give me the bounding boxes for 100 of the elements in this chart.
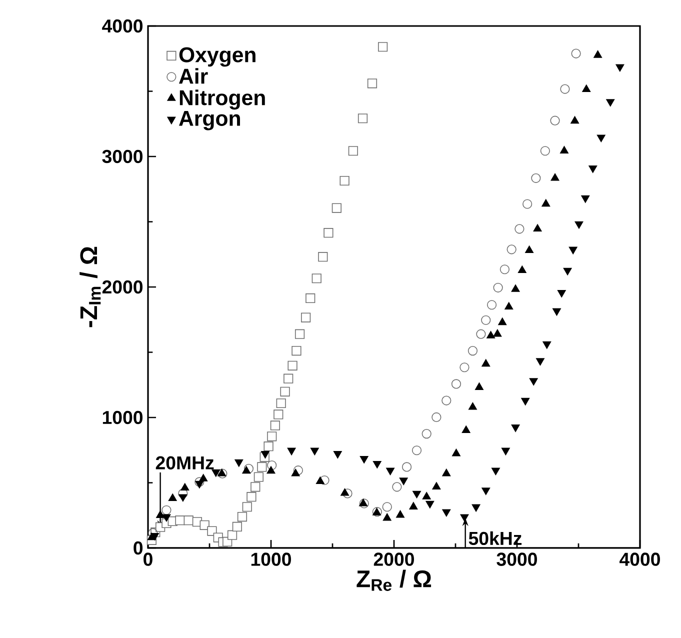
point: [409, 502, 418, 510]
point: [460, 514, 469, 522]
point: [232, 522, 242, 532]
point: [596, 134, 606, 142]
point: [482, 488, 490, 495]
point: [498, 318, 507, 326]
point: [442, 509, 451, 517]
point: [533, 224, 542, 232]
point: [563, 268, 572, 276]
point: [294, 329, 305, 339]
point: [212, 469, 220, 477]
point: [162, 505, 172, 515]
point: [492, 468, 500, 476]
legend-label: Oxygen: [179, 47, 256, 67]
point: [582, 84, 591, 92]
point: [468, 346, 478, 356]
legend-label: Argon: [179, 111, 240, 130]
point: [412, 446, 422, 456]
point: [542, 199, 550, 207]
point: [358, 114, 368, 124]
point: [246, 492, 256, 502]
point: [250, 482, 260, 492]
point: [199, 474, 208, 482]
point: [267, 432, 277, 442]
y-tick-label: 4000: [102, 19, 143, 33]
point: [594, 50, 602, 58]
x-axis-title: Z$_{Re}$ / Ω: [356, 570, 432, 591]
point: [452, 448, 460, 456]
point: [518, 266, 526, 274]
point: [493, 282, 503, 292]
point: [482, 359, 490, 367]
point: [150, 532, 159, 540]
point: [536, 358, 544, 366]
point: [312, 274, 322, 284]
point: [382, 502, 392, 512]
point: [367, 78, 378, 88]
point: [550, 173, 560, 181]
point: [180, 483, 190, 491]
y-tick-label: 3000: [102, 150, 143, 164]
point: [348, 146, 358, 156]
point: [310, 448, 319, 456]
point: [514, 224, 524, 234]
x-tick-label: 4000: [620, 552, 660, 566]
point: [422, 492, 431, 500]
point: [227, 530, 238, 540]
point: [422, 429, 432, 439]
annotation: 20MHz: [156, 456, 214, 470]
point: [266, 466, 276, 474]
point: [581, 195, 590, 203]
point: [392, 482, 402, 492]
point: [184, 516, 194, 526]
x-tick-label: 0: [144, 552, 152, 566]
point: [156, 510, 165, 518]
point: [468, 402, 477, 410]
point: [481, 315, 491, 325]
point: [574, 221, 584, 229]
point: [284, 374, 294, 384]
point: [382, 513, 392, 521]
point: [568, 246, 578, 254]
point: [292, 346, 302, 356]
point: [320, 475, 330, 486]
point: [432, 412, 442, 422]
point: [237, 512, 248, 522]
point: [178, 494, 188, 502]
point: [291, 468, 300, 476]
point: [476, 329, 486, 339]
point: [293, 466, 303, 476]
point: [493, 329, 502, 337]
point: [242, 502, 252, 512]
point: [412, 490, 421, 498]
point: [486, 330, 496, 338]
legend-label: Nitrogen: [180, 90, 265, 110]
y-tick-label: 2000: [102, 280, 143, 294]
point: [234, 459, 244, 467]
x-tick-label: 3000: [496, 552, 537, 566]
point: [570, 116, 580, 124]
point: [542, 341, 552, 349]
point: [402, 462, 412, 472]
point: [529, 378, 538, 386]
point: [242, 466, 251, 474]
point: [460, 362, 470, 372]
point: [274, 410, 284, 420]
point: [264, 442, 274, 452]
point: [332, 203, 342, 213]
point: [557, 290, 566, 298]
point: [288, 360, 298, 370]
point: [280, 386, 290, 396]
point: [333, 451, 342, 458]
point: [521, 398, 530, 406]
point: [560, 146, 568, 154]
point: [340, 488, 350, 496]
point: [195, 480, 204, 488]
point: [287, 448, 296, 456]
point: [511, 284, 520, 292]
point: [148, 528, 158, 538]
point: [324, 228, 334, 238]
point: [342, 488, 352, 498]
point: [175, 516, 185, 526]
point: [606, 99, 615, 106]
point: [588, 166, 598, 173]
